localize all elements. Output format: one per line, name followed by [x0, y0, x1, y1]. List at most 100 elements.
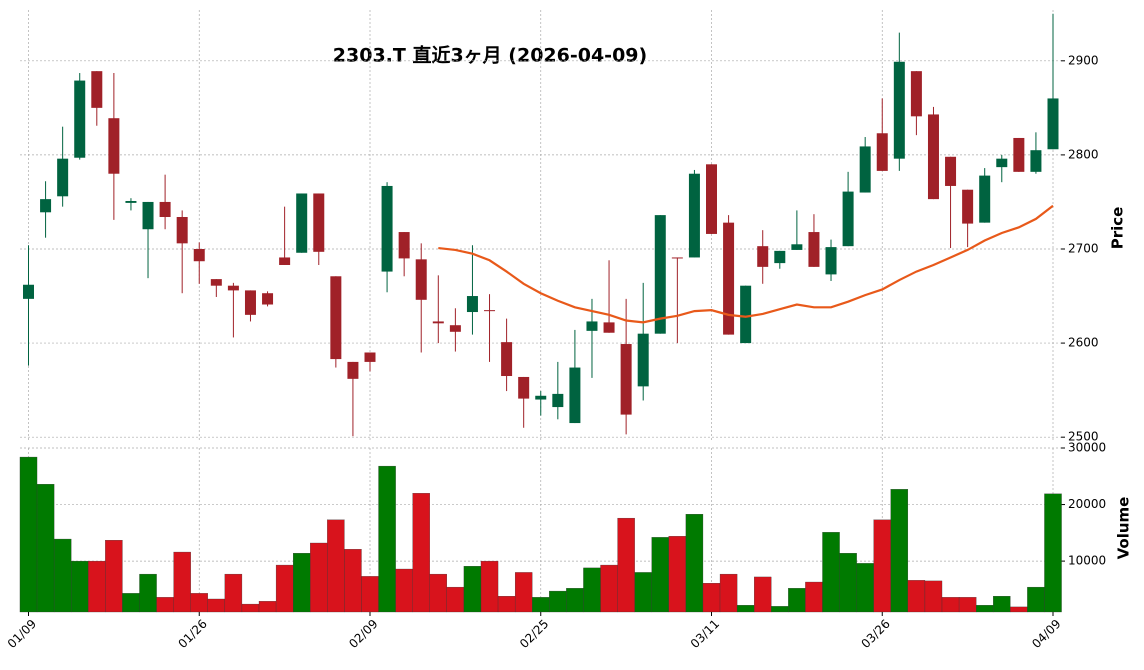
candle-body — [74, 80, 86, 158]
volume-bar — [668, 536, 687, 613]
volume-bar — [702, 583, 721, 613]
volume-bar — [258, 601, 277, 613]
candle-body — [91, 71, 103, 108]
candle-body — [1030, 150, 1042, 172]
volume-bar — [88, 560, 106, 613]
y-tick-label: 20000 — [1068, 497, 1106, 511]
volume-bar — [480, 560, 499, 613]
volume-bar — [873, 519, 891, 613]
candle-body — [791, 244, 803, 250]
candle-body — [1013, 137, 1025, 172]
candle-body — [364, 352, 376, 362]
volume-bar — [412, 493, 430, 613]
candle-body — [347, 361, 359, 379]
candle-body — [381, 185, 393, 272]
volume-bar — [941, 597, 960, 613]
volume-bar — [36, 484, 55, 613]
x-tick-label: 04/09 — [1029, 617, 1063, 651]
candle-body — [159, 201, 171, 218]
candle-body — [688, 173, 700, 258]
candle-body — [910, 71, 922, 117]
volume-bar — [497, 596, 516, 613]
candle-body — [552, 393, 564, 408]
candle-body — [466, 296, 478, 313]
volume-bar — [754, 576, 772, 613]
volume-bar — [275, 564, 294, 613]
volume-bar — [429, 573, 447, 613]
candle-body — [23, 284, 34, 299]
candle-body — [757, 246, 769, 267]
candle-body — [279, 257, 291, 265]
x-tick-label: 02/25 — [517, 617, 551, 651]
volume-bar — [549, 590, 567, 613]
candle-body — [945, 156, 957, 186]
volume-bar — [1027, 586, 1045, 613]
x-tick-label: 02/09 — [346, 617, 380, 651]
volume-bar — [156, 597, 174, 613]
candle-body — [740, 285, 752, 344]
candle-body — [671, 257, 683, 259]
candle-body — [603, 322, 615, 333]
chart-title: 2303.T 直近3ヶ月 (2026-04-09) — [333, 44, 647, 67]
candle-body — [859, 146, 871, 193]
volume-bar — [993, 596, 1011, 613]
volume-bar — [634, 572, 652, 613]
candle-body — [586, 321, 598, 331]
x-tick-label: 03/11 — [688, 617, 722, 651]
candle-body — [535, 395, 547, 400]
candle-body — [432, 321, 444, 324]
volume-bar — [566, 588, 584, 613]
candle-body — [176, 217, 188, 244]
candle-body — [654, 215, 666, 334]
volume-bar — [53, 538, 72, 613]
candle-body — [637, 333, 649, 387]
volume-bar — [685, 514, 704, 613]
volume-bar — [224, 573, 243, 613]
volume-bar — [310, 542, 328, 613]
y-tick-label: 10000 — [1068, 554, 1106, 568]
volume-axis-label: Volume — [1115, 497, 1133, 560]
volume-bar — [805, 581, 823, 613]
candle-body — [723, 222, 735, 335]
volume-bar — [736, 605, 755, 613]
volume-bar — [976, 605, 994, 613]
candle-body — [142, 201, 154, 230]
candle-body — [808, 232, 820, 267]
y-axis-label: Price — [1109, 207, 1127, 250]
candle-body — [518, 376, 530, 399]
candle-body — [501, 342, 513, 377]
candle-body — [774, 250, 786, 264]
candle-body — [262, 293, 274, 305]
volume-bar — [71, 560, 89, 613]
volume-bar — [173, 551, 191, 613]
volume-bar — [1044, 493, 1062, 613]
candle-body — [40, 199, 52, 213]
candle-body — [296, 193, 308, 253]
volume-bar — [924, 580, 943, 613]
candle-body — [876, 133, 888, 171]
candle-body — [244, 290, 256, 315]
volume-bar — [241, 603, 260, 613]
volume-bar — [1010, 606, 1028, 613]
x-tick-label: 01/09 — [5, 617, 39, 651]
volume-bar — [463, 566, 482, 613]
y-tick-label: 30000 — [1068, 441, 1106, 455]
volume-bar — [958, 597, 977, 613]
candle-body — [1047, 98, 1059, 150]
candle-body — [484, 310, 496, 312]
candle-body — [449, 325, 461, 332]
volume-bar — [856, 563, 874, 613]
moving-average-line — [438, 204, 1054, 324]
candle-body — [825, 247, 837, 275]
volume-bar — [907, 580, 926, 613]
candle-body — [415, 259, 427, 300]
x-tick-label: 01/26 — [175, 617, 209, 651]
volume-bar — [771, 606, 789, 613]
volume-bar — [446, 586, 465, 613]
volume-bar — [395, 568, 413, 613]
x-tick-label: 03/26 — [858, 617, 892, 651]
volume-bar — [600, 564, 618, 613]
volume-bar — [651, 537, 669, 613]
candle-body — [313, 193, 325, 252]
